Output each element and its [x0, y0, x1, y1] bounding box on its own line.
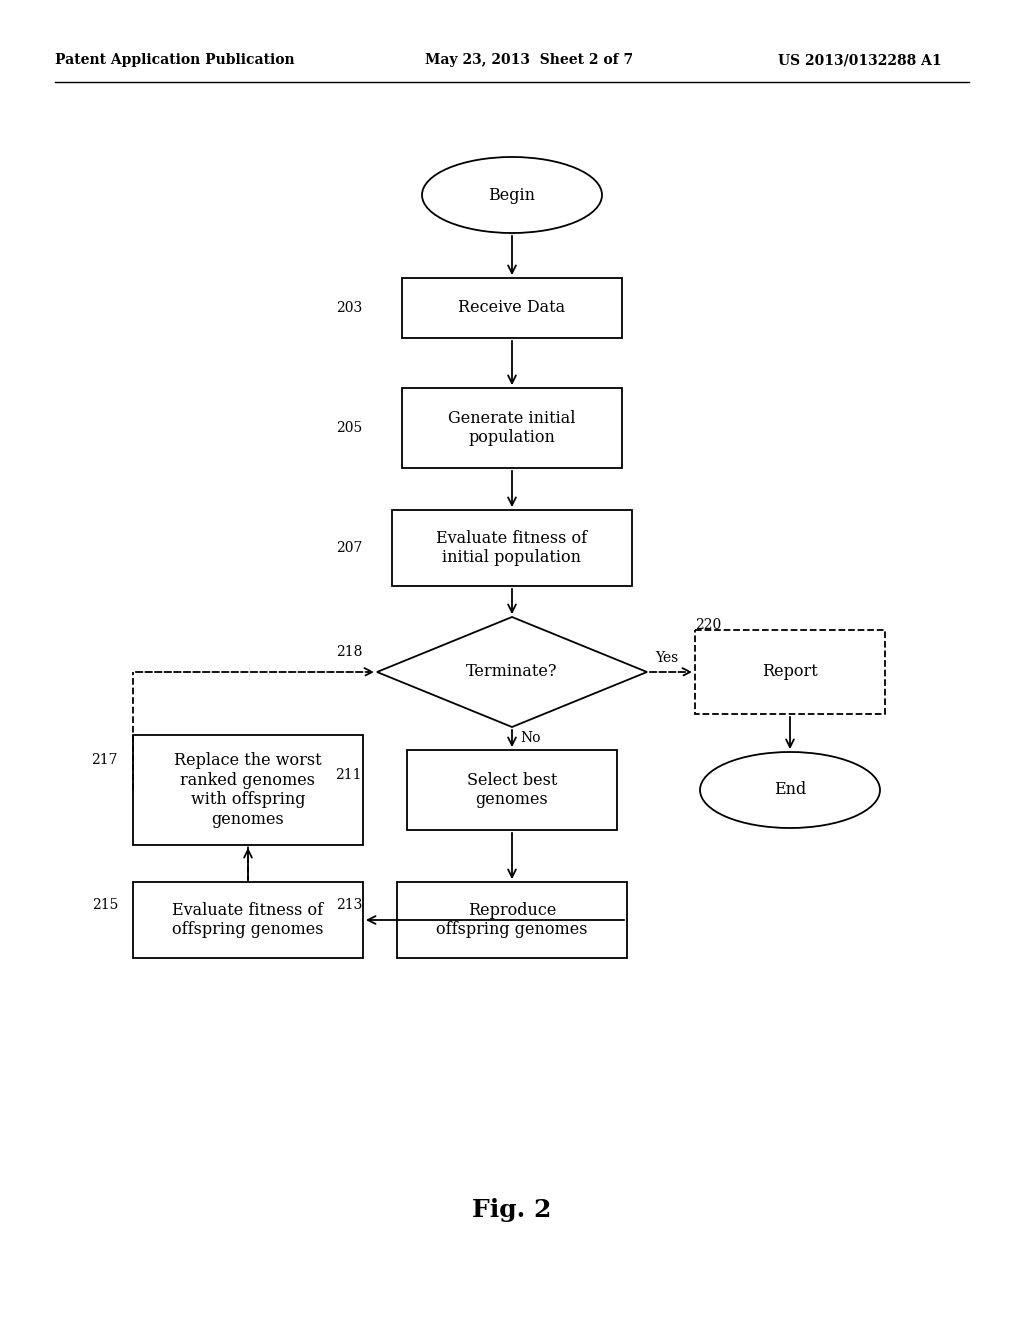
Bar [407, 750, 617, 830]
Text: Yes: Yes [655, 651, 678, 665]
Text: Evaluate fitness of
initial population: Evaluate fitness of initial population [436, 529, 588, 566]
Text: Replace the worst
ranked genomes
with offspring
genomes: Replace the worst ranked genomes with of… [174, 752, 322, 828]
Bar [402, 279, 622, 338]
Bar [133, 882, 362, 958]
Text: 217: 217 [91, 752, 118, 767]
Bar [133, 735, 362, 845]
Text: Reproduce
offspring genomes: Reproduce offspring genomes [436, 902, 588, 939]
Bar [695, 630, 885, 714]
Text: Evaluate fitness of
offspring genomes: Evaluate fitness of offspring genomes [172, 902, 324, 939]
Text: 203: 203 [336, 301, 362, 315]
Text: Report: Report [762, 664, 818, 681]
Bar [397, 882, 627, 958]
Text: 220: 220 [695, 618, 721, 632]
Text: US 2013/0132288 A1: US 2013/0132288 A1 [778, 53, 942, 67]
Text: Select best
genomes: Select best genomes [467, 772, 557, 808]
Text: End: End [774, 781, 806, 799]
Text: 211: 211 [336, 768, 362, 781]
Bar [402, 388, 622, 469]
Text: Begin: Begin [488, 186, 536, 203]
Bar [392, 510, 632, 586]
Text: 207: 207 [336, 541, 362, 554]
Text: 218: 218 [336, 645, 362, 659]
Text: No: No [520, 731, 541, 744]
Text: 205: 205 [336, 421, 362, 436]
Text: 215: 215 [91, 898, 118, 912]
Text: Fig. 2: Fig. 2 [472, 1199, 552, 1222]
Text: Receive Data: Receive Data [459, 300, 565, 317]
Text: 213: 213 [336, 898, 362, 912]
Text: Terminate?: Terminate? [466, 664, 558, 681]
Text: Generate initial
population: Generate initial population [449, 409, 575, 446]
Text: Patent Application Publication: Patent Application Publication [55, 53, 295, 67]
Text: May 23, 2013  Sheet 2 of 7: May 23, 2013 Sheet 2 of 7 [425, 53, 633, 67]
